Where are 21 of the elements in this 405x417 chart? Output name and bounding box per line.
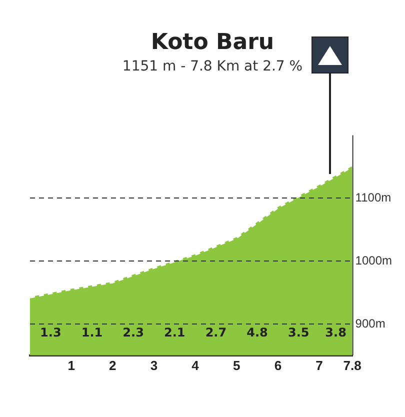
y-tick-label: 1100m	[355, 190, 392, 204]
x-tick-label: 7.8	[343, 358, 362, 373]
y-tick-label: 1000m	[355, 253, 392, 268]
annotation: 3.8	[325, 326, 346, 340]
x-tick-label: 3	[150, 358, 158, 373]
x-tick-label: 2	[109, 358, 116, 373]
annotation: 1.3	[40, 326, 62, 340]
annotation: 2.1	[164, 326, 186, 340]
annotation: 1.1	[81, 326, 103, 340]
x-tick-label: 4	[192, 358, 200, 373]
annotation: 2.7	[205, 326, 227, 340]
x-tick-label: 1	[68, 358, 75, 373]
x-tick-label: 5	[232, 358, 240, 373]
y-tick-label: 900m	[355, 316, 386, 330]
chart-title: Koto Baru	[150, 30, 274, 55]
chart-subtitle: 1151 m - 7.8 Km at 2.7 %	[122, 58, 303, 74]
annotation: 2.3	[122, 326, 144, 340]
x-tick-label: 7	[316, 358, 323, 373]
x-tick-label: 6	[274, 358, 282, 373]
annotation: 3.5	[288, 326, 310, 340]
annotation: 4.8	[246, 326, 268, 340]
